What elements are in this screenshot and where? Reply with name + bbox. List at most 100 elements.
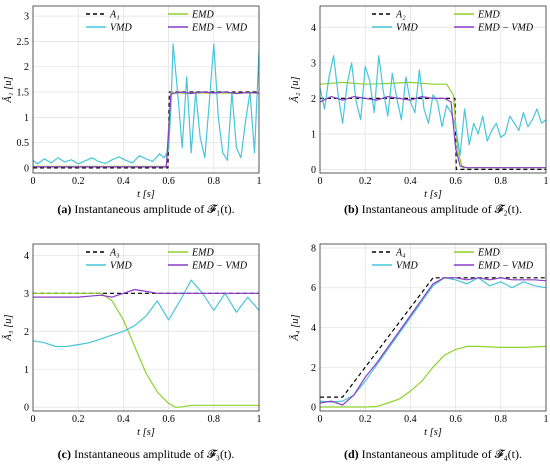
- axes-frame: [319, 5, 547, 174]
- x-tick-label: 0.4: [404, 414, 417, 425]
- legend-label: EMD − VMD: [477, 23, 534, 34]
- x-tick-label: 1: [544, 176, 549, 187]
- caption-text: Instantaneous amplitude of 𝓕̂₁(t).: [74, 202, 234, 216]
- series-line: [320, 345, 546, 408]
- x-tick-label: 0.8: [495, 176, 508, 187]
- y-tick-label: 2: [311, 363, 316, 374]
- series-line: [33, 43, 259, 165]
- x-tick-label: 0.4: [117, 414, 130, 425]
- series-line: [33, 279, 259, 348]
- x-tick-label: 0: [31, 176, 36, 187]
- y-tick-label: 6: [311, 283, 316, 294]
- x-tick-label: 1: [257, 414, 262, 425]
- series-line: [320, 97, 546, 170]
- plot-area: [33, 244, 259, 411]
- x-tick-label: 0.4: [117, 176, 130, 187]
- legend-label: A₁: [109, 10, 120, 21]
- legend-label: EMD: [477, 10, 500, 21]
- x-tick-label: 0.8: [208, 176, 221, 187]
- y-tick-label: 3: [311, 58, 316, 69]
- x-axis-label: t [s]: [424, 427, 442, 438]
- y-axis-label: Â₃ [u]: [2, 314, 14, 341]
- chart-panel-b: 0 0.2 0.4 0.6 0.8 1 0 1 2 3 4 t [s] Â₂ [u] A₂ EMD VMD EM…: [289, 5, 549, 216]
- x-tick-label: 0.8: [208, 414, 221, 425]
- y-tick-label: 4: [311, 323, 316, 334]
- legend-label: A₃: [109, 248, 120, 259]
- x-tick-label: 1: [544, 414, 549, 425]
- legend-label: VMD: [396, 23, 418, 34]
- x-axis-label: t [s]: [137, 189, 155, 200]
- x-tick-label: 1: [257, 176, 262, 187]
- caption-prefix: (c): [58, 447, 74, 461]
- caption-prefix: (b): [344, 202, 362, 216]
- y-tick-label: 1.5: [17, 88, 30, 99]
- chart-panel-c: 0 0.2 0.4 0.6 0.8 1 0 1 2 3 4 t [s] Â₃ [u] A₃ EMD VMD EM…: [2, 243, 262, 461]
- y-axis-label: Â₄ [u]: [289, 314, 301, 341]
- y-tick-label: 0: [24, 403, 29, 414]
- series-line: [320, 55, 546, 156]
- legend-label: EMD − VMD: [191, 261, 248, 272]
- series-line: [33, 292, 259, 408]
- y-tick-label: 2: [24, 62, 29, 73]
- legend: A₄ EMD VMD EMD − VMD: [372, 248, 534, 272]
- y-tick-label: 4: [24, 251, 29, 262]
- x-tick-label: 0: [318, 414, 323, 425]
- axes-frame: [319, 243, 547, 412]
- y-axis-label: Â₁ [u]: [2, 76, 14, 103]
- x-axis-label: t [s]: [424, 189, 442, 200]
- y-tick-label: 2.5: [17, 37, 30, 48]
- y-tick-label: 0: [311, 165, 316, 176]
- x-tick-label: 0: [31, 414, 36, 425]
- y-tick-label: 8: [311, 243, 316, 254]
- axes-frame: [32, 5, 260, 174]
- chart-panel-a: 0 0.2 0.4 0.6 0.8 1 0 0.5 1 1.5 2 2.5 3 t [s] Â₁ [u] A₁…: [2, 5, 262, 216]
- y-tick-label: 3: [24, 12, 29, 23]
- x-tick-label: 0.6: [449, 414, 462, 425]
- legend-label: EMD: [477, 248, 500, 259]
- y-tick-label: 1: [24, 113, 29, 124]
- y-tick-label: 0: [311, 403, 316, 414]
- caption: (a) Instantaneous amplitude of 𝓕̂₁(t).: [57, 202, 234, 216]
- legend-label: VMD: [110, 261, 132, 272]
- legend-label: VMD: [110, 23, 132, 34]
- series-line: [320, 95, 546, 169]
- x-tick-label: 0.4: [404, 176, 417, 187]
- series-line: [320, 277, 546, 403]
- y-tick-label: 0: [24, 163, 29, 174]
- caption: (b) Instantaneous amplitude of 𝓕̂₂(t).: [344, 202, 522, 216]
- caption-text: Instantaneous amplitude of 𝓕̂₂(t).: [362, 202, 522, 216]
- x-tick-label: 0.2: [72, 176, 85, 187]
- y-tick-label: 2: [311, 94, 316, 105]
- y-tick-label: 1: [24, 365, 29, 376]
- legend-label: EMD − VMD: [191, 23, 248, 34]
- x-tick-label: 0.8: [495, 414, 508, 425]
- legend: A₂ EMD VMD EMD − VMD: [372, 10, 534, 34]
- y-tick-label: 3: [24, 289, 29, 300]
- series-line: [33, 91, 259, 169]
- x-tick-label: 0.6: [162, 176, 175, 187]
- x-tick-label: 0: [318, 176, 323, 187]
- legend-label: EMD: [191, 10, 214, 21]
- caption-prefix: (a): [57, 202, 74, 216]
- series-line: [33, 288, 259, 298]
- legend-label: VMD: [396, 261, 418, 272]
- y-axis-label: Â₂ [u]: [289, 76, 301, 103]
- series-line: [33, 91, 259, 168]
- legend-label: A₄: [395, 248, 406, 259]
- series-line: [320, 277, 546, 406]
- x-axis-label: t [s]: [137, 427, 155, 438]
- legend: A₃ EMD VMD EMD − VMD: [86, 248, 248, 272]
- y-tick-label: 2: [24, 327, 29, 338]
- chart-panel-d: 0 0.2 0.4 0.6 0.8 1 0 2 4 6 8 t [s] Â₄ [u] A₄ EMD VMD EM…: [289, 243, 549, 461]
- y-tick-label: 0.5: [17, 138, 30, 149]
- caption-prefix: (d): [344, 447, 362, 461]
- x-tick-label: 0.2: [72, 414, 85, 425]
- legend: A₁ EMD VMD EMD − VMD: [86, 10, 248, 34]
- x-tick-label: 0.2: [359, 414, 372, 425]
- caption-text: Instantaneous amplitude of 𝓕̂₄(t).: [362, 447, 522, 461]
- x-tick-label: 0.6: [449, 176, 462, 187]
- legend-label: EMD − VMD: [477, 261, 534, 272]
- axes-frame: [32, 243, 260, 412]
- x-tick-label: 0.6: [162, 414, 175, 425]
